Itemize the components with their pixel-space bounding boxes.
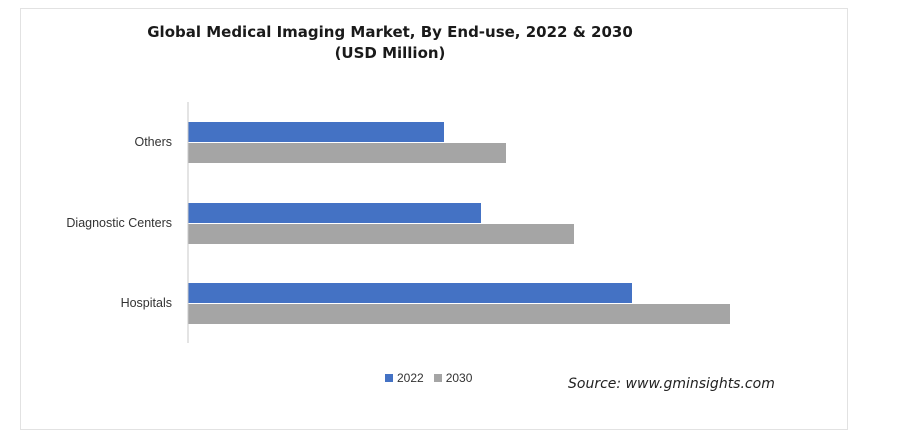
bars-group [188, 122, 730, 324]
bar-hospitals-2030 [188, 304, 730, 324]
chart-title-block: Global Medical Imaging Market, By End-us… [0, 22, 780, 64]
chart-title: Global Medical Imaging Market, By End-us… [147, 23, 633, 41]
legend-label-2030: 2030 [445, 371, 473, 385]
category-label-others: Others [134, 135, 172, 149]
category-label-diagnostic-centers: Diagnostic Centers [66, 216, 172, 230]
bar-others-2030 [188, 143, 506, 163]
legend-swatch-2022 [385, 374, 393, 382]
bar-others-2022 [188, 122, 444, 142]
source-note: Source: www.gminsights.com [568, 376, 775, 392]
category-labels: Others Diagnostic Centers Hospitals [66, 135, 172, 310]
legend-swatch-2030 [433, 374, 442, 382]
category-label-hospitals: Hospitals [121, 296, 172, 310]
legend-label-2022: 2022 [397, 371, 424, 385]
bar-diagnostic-centers-2030 [188, 224, 574, 244]
legend: 2022 2030 [385, 371, 472, 385]
bar-hospitals-2022 [188, 283, 632, 303]
chart-subtitle: (USD Million) [334, 44, 446, 62]
legend-item-2022: 2022 [385, 371, 424, 385]
bar-diagnostic-centers-2022 [188, 203, 481, 223]
legend-item-2030: 2030 [433, 371, 473, 385]
